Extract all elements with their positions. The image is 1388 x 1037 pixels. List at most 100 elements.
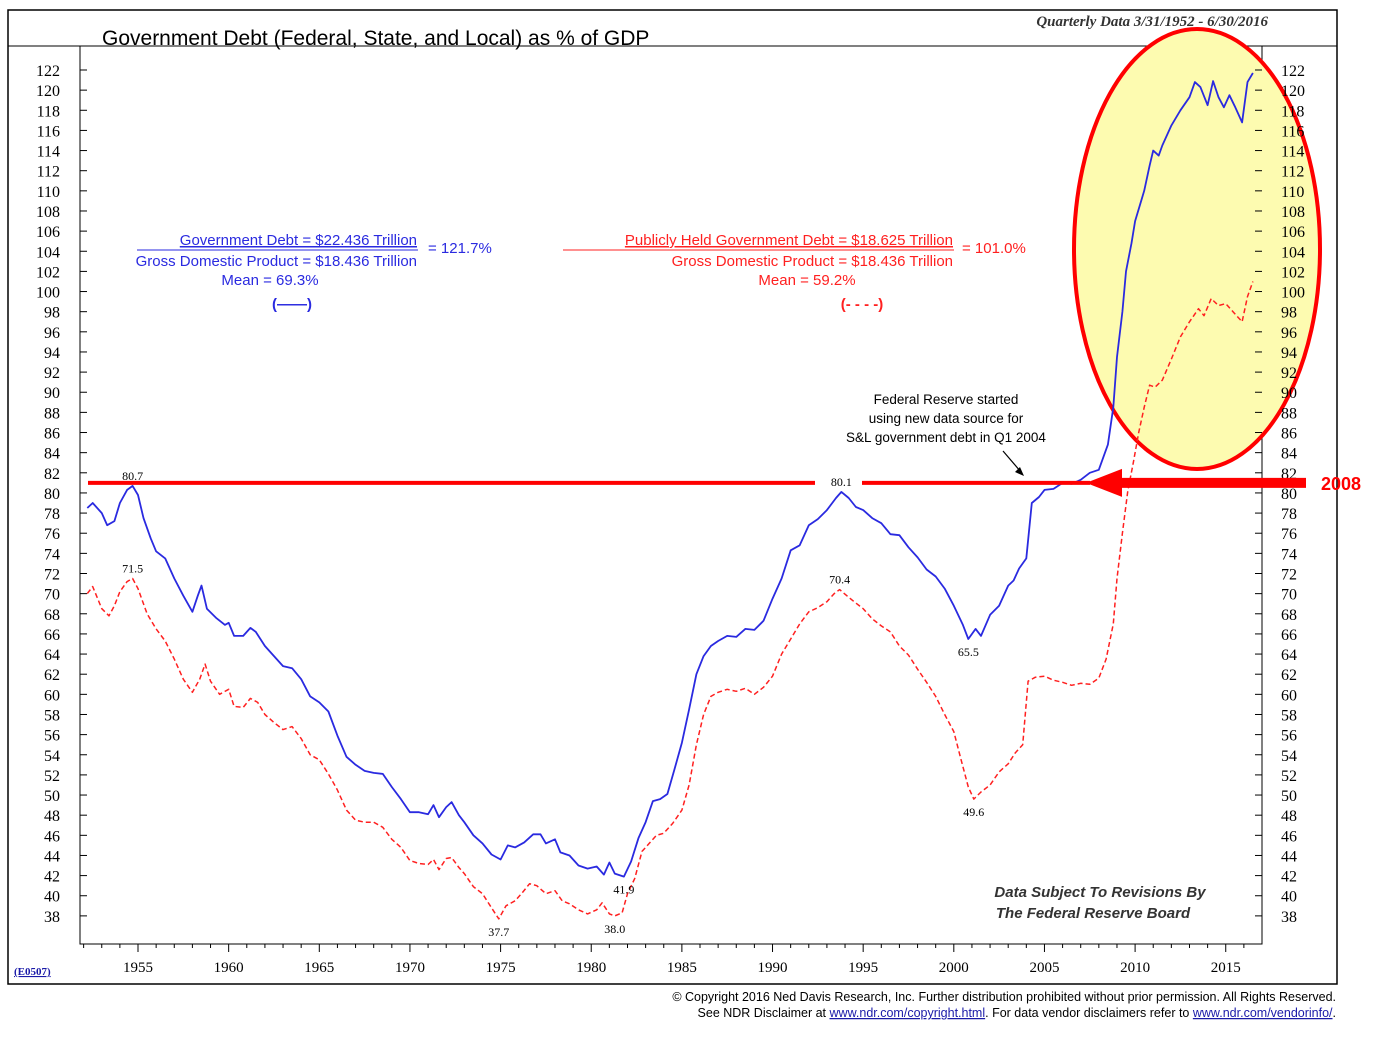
y-tick-label-left: 54 [44,748,60,765]
y-tick-label-right: 110 [1281,184,1304,201]
x-tick-label: 1975 [486,960,516,976]
x-tick-label: 1960 [214,960,244,976]
y-tick-label-right: 90 [1281,385,1297,402]
y-tick-label-right: 62 [1281,667,1297,684]
y-tick-label-left: 74 [44,546,60,563]
point-label: 70.4 [829,573,850,587]
y-tick-label-right: 74 [1281,546,1297,563]
point-label: 71.5 [122,562,143,576]
y-tick-label-right: 46 [1281,828,1297,845]
series-layer [86,72,1254,920]
y-tick-label-left: 84 [44,446,60,463]
y-tick-label-right: 102 [1281,264,1305,281]
y-tick-label-right: 58 [1281,707,1297,724]
x-tick-label: 2000 [939,960,969,976]
x-tick-label: 1980 [576,960,606,976]
y-tick-label-left: 70 [44,587,60,604]
y-tick-label-right: 72 [1281,567,1297,584]
footer-copyright-link[interactable]: www.ndr.com/copyright.html [829,1006,986,1020]
plot-area [79,45,1263,945]
y-tick-label-right: 76 [1281,526,1297,543]
y-axis: 38 38 40 40 42 42 44 44 46 46 48 48 50 50 52 52 54 54 56 56… [36,63,1305,926]
reference-layer [88,468,1306,497]
y-tick-label-left: 116 [37,123,60,140]
legend-red-ratio: = 101.0% [962,240,1026,257]
y-tick-label-right: 60 [1281,687,1297,704]
revisions-note-line-1: Data Subject To Revisions By [994,884,1206,901]
y-tick-label-right: 118 [1281,103,1304,120]
point-label: 80.7 [122,469,143,483]
y-tick-label-left: 68 [44,607,60,624]
legend-blue: Government Debt = $22.436 Trillion Gross… [136,232,492,313]
y-tick-label-right: 52 [1281,768,1297,785]
y-tick-label-left: 114 [37,144,60,161]
chart-title: Government Debt (Federal, State, and Loc… [102,27,649,50]
y-tick-label-right: 92 [1281,365,1297,382]
y-tick-label-left: 76 [44,526,60,543]
legend-red-denominator: Gross Domestic Product = $18.436 Trillio… [672,253,953,270]
y-tick-label-right: 116 [1281,123,1304,140]
y-tick-label-left: 78 [44,506,60,523]
y-tick-label-right: 66 [1281,627,1297,644]
y-tick-label-right: 48 [1281,808,1297,825]
y-tick-label-left: 92 [44,365,60,382]
legend-blue-style-key: (——) [272,296,312,313]
y-tick-label-right: 98 [1281,305,1297,322]
y-tick-label-right: 38 [1281,909,1297,926]
y-tick-label-right: 120 [1281,83,1305,100]
revisions-note: Data Subject To Revisions By The Federal… [994,884,1206,922]
y-tick-label-right: 40 [1281,889,1297,906]
y-tick-label-right: 108 [1281,204,1305,221]
y-tick-label-left: 38 [44,909,60,926]
data-source-note: Federal Reserve started using new data s… [846,392,1046,445]
y-tick-label-left: 110 [37,184,60,201]
data-source-note-line-1: Federal Reserve started [874,392,1019,407]
footer-disclaimer-middle: . For data vendor disclaimers refer to [985,1006,1193,1020]
y-tick-label-left: 108 [36,204,60,221]
y-tick-label-right: 96 [1281,325,1297,342]
y-tick-label-left: 66 [44,627,60,644]
y-tick-label-right: 88 [1281,405,1297,422]
reference-arrow-shaft [1118,477,1306,488]
series-publicly-held-debt-line [86,281,1254,920]
y-tick-label-left: 58 [44,707,60,724]
footer-vendorinfo-link[interactable]: www.ndr.com/vendorinfo/ [1192,1006,1333,1020]
y-tick-label-left: 86 [44,426,60,443]
y-tick-label-right: 106 [1281,224,1305,241]
x-tick-label: 1955 [123,960,153,976]
note-arrow-head [1015,467,1024,476]
x-tick-label: 1965 [304,960,334,976]
y-tick-label-left: 122 [36,63,60,80]
chart-code-link[interactable]: (E0507) [14,966,51,978]
y-tick-label-right: 122 [1281,63,1305,80]
y-tick-label-left: 80 [44,486,60,503]
highlight-ellipse [1072,27,1322,471]
footer-disclaimer-prefix: See NDR Disclaimer at [698,1006,830,1020]
y-tick-label-left: 96 [44,325,60,342]
series-total-debt-line [86,72,1254,878]
y-tick-label-left: 120 [36,83,60,100]
x-axis: 1955 1960 1965 1970 1975 1980 1985 1990 1995 2000… [83,944,1245,976]
reference-label-2008: 2008 [1321,474,1361,494]
x-tick-label: 1995 [848,960,878,976]
y-tick-label-right: 112 [1281,164,1304,181]
y-tick-label-left: 106 [36,224,60,241]
y-tick-label-left: 44 [44,848,60,865]
footer-disclaimer: See NDR Disclaimer at www.ndr.com/copyri… [698,1006,1336,1020]
point-label: 37.7 [488,925,509,939]
point-label: 49.6 [963,805,984,819]
note-arrow-shaft [1002,450,1022,473]
legend-blue-numerator: Government Debt = $22.436 Trillion [180,232,417,249]
y-tick-label-right: 70 [1281,587,1297,604]
y-tick-label-left: 82 [44,466,60,483]
x-tick-label: 1985 [667,960,697,976]
y-tick-label-right: 84 [1281,446,1297,463]
point-label: 80.1 [831,475,852,489]
footer-copyright: © Copyright 2016 Ned Davis Research, Inc… [672,990,1336,1004]
x-tick-label: 2005 [1029,960,1059,976]
y-tick-label-left: 64 [44,647,60,664]
legend-red-style-key: (- - - -) [841,296,883,313]
y-tick-label-left: 48 [44,808,60,825]
y-tick-label-left: 98 [44,305,60,322]
legend-blue-denominator: Gross Domestic Product = $18.436 Trillio… [136,253,417,270]
